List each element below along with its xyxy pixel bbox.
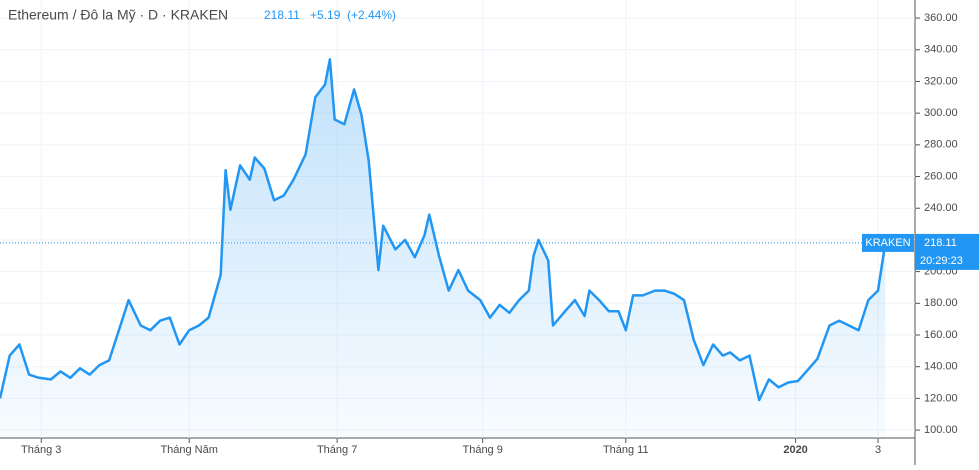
price-label-box bbox=[915, 233, 979, 270]
price-label: 218.11 bbox=[924, 237, 957, 249]
exchange-tag-box bbox=[862, 233, 914, 252]
chart-title: Ethereum / Đô la Mỹ · D · KRAKEN bbox=[8, 7, 228, 23]
x-tick-label: Tháng 3 bbox=[21, 444, 61, 456]
y-tick-label: 140.00 bbox=[924, 361, 958, 373]
y-tick-label: 180.00 bbox=[924, 297, 958, 309]
y-tick-label: 280.00 bbox=[924, 139, 958, 151]
y-tick-label: 240.00 bbox=[924, 202, 958, 214]
x-tick-label: Tháng 11 bbox=[603, 444, 649, 456]
x-tick-label: Tháng Năm bbox=[160, 444, 217, 456]
y-tick-label: 320.00 bbox=[924, 75, 958, 87]
y-tick-label: 360.00 bbox=[924, 12, 958, 24]
line bbox=[0, 58, 887, 402]
plot bbox=[0, 0, 915, 439]
y-tick-label: 100.00 bbox=[924, 424, 958, 436]
y-tick-label: 340.00 bbox=[924, 44, 958, 56]
countdown: 20:29:23 bbox=[920, 255, 963, 267]
x-tick-label: Tháng 7 bbox=[317, 444, 357, 456]
x-tick-label: 3 bbox=[875, 444, 881, 456]
y-tick-label: 160.00 bbox=[924, 329, 958, 341]
exchange-tag: KRAKEN bbox=[865, 237, 910, 249]
y-tick-label: 300.00 bbox=[924, 107, 958, 119]
x-tick-label: 2020 bbox=[783, 444, 807, 456]
header-change: +5.19 bbox=[310, 8, 341, 22]
y-tick-label: 260.00 bbox=[924, 170, 958, 182]
x-tick-label: Tháng 9 bbox=[462, 444, 502, 456]
header-change-pct: (+2.44%) bbox=[347, 8, 396, 22]
area bbox=[0, 59, 886, 439]
y-tick-label: 120.00 bbox=[924, 392, 958, 404]
header-price: 218.11 bbox=[264, 8, 300, 22]
